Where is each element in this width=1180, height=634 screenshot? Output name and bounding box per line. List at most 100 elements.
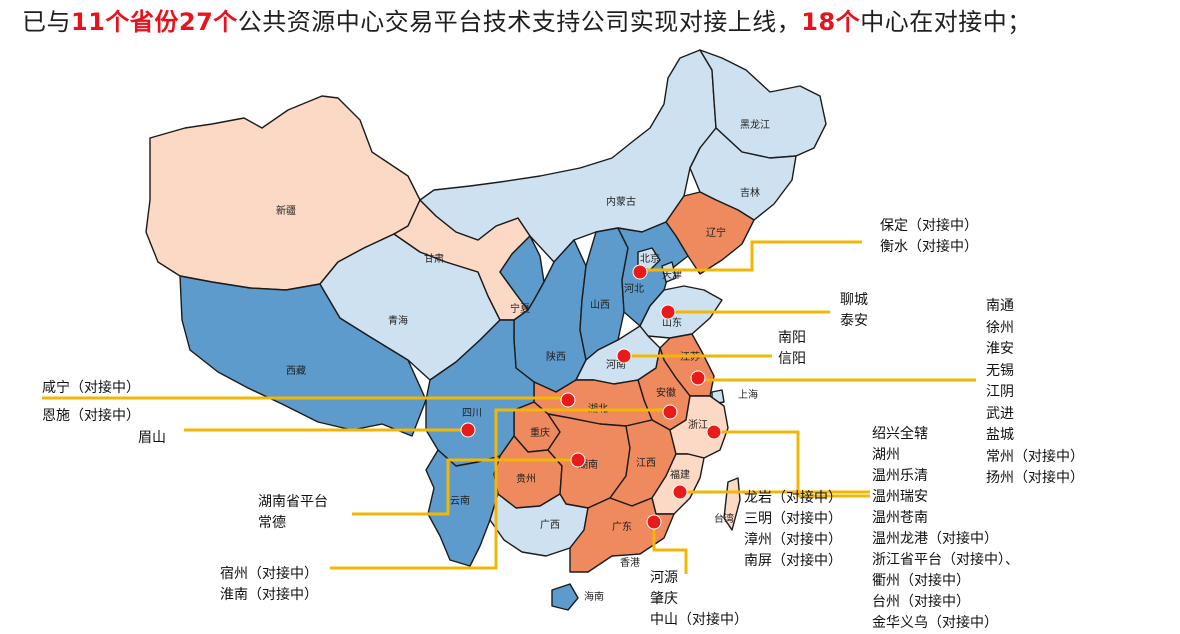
label-hainan: 海南 <box>584 590 604 603</box>
label-shaanxi: 陕西 <box>546 350 566 363</box>
annotation-item: 宿州（对接中） <box>220 566 318 582</box>
annotation-item: 湖南省平台 <box>258 494 328 510</box>
province-yunnan <box>425 449 501 567</box>
annotation-item: 肇庆 <box>650 591 678 607</box>
annotation-item: 南阳 <box>778 330 806 346</box>
annotation-fujian: 龙岩（对接中） 三明（对接中） 漳州（对接中） 南屏（对接中） <box>744 488 842 572</box>
annotation-item: 盐城 <box>986 427 1014 443</box>
annotation-hebei: 保定（对接中） 衡水（对接中） <box>880 216 978 258</box>
annotation-item: 保定（对接中） <box>880 218 978 234</box>
annotation-item: 衡水（对接中） <box>880 239 978 255</box>
annotation-item: 三明（对接中） <box>744 511 842 527</box>
annotation-item: 龙岩（对接中） <box>744 490 842 506</box>
label-heilongjiang: 黑龙江 <box>740 118 770 131</box>
leader-guangdong <box>652 524 688 574</box>
annotation-item: 温州苍南 <box>872 510 928 526</box>
annotation-item: 淮南（对接中） <box>220 587 318 603</box>
annotation-item: 台州（对接中） <box>872 594 970 610</box>
annotation-item: 绍兴全辖 <box>872 426 928 442</box>
label-jilin: 吉林 <box>740 186 760 199</box>
annotation-item: 温州乐清 <box>872 468 928 484</box>
marker-hubei <box>560 392 576 408</box>
province-heilongjiang <box>699 49 827 159</box>
headline-prefix: 已与 <box>22 8 71 36</box>
leader-hunan <box>352 458 578 516</box>
label-hongkong: 香港 <box>620 557 640 569</box>
annotation-item: 徐州 <box>986 319 1014 336</box>
label-guangxi: 广西 <box>540 519 560 531</box>
headline-highlight-centers: 18个 <box>801 8 861 36</box>
headline-suffix: 中心在对接中； <box>860 8 1032 36</box>
province-guangdong <box>569 497 675 573</box>
label-fujian: 福建 <box>670 468 690 481</box>
annotation-item: 眉山 <box>138 430 166 446</box>
annotation-item: 武进 <box>986 405 1014 422</box>
label-shanxi: 山西 <box>590 299 610 311</box>
annotation-henan: 南阳 信阳 <box>778 328 806 370</box>
label-zhejiang: 浙江 <box>688 419 708 431</box>
marker-jiangsu <box>690 370 706 386</box>
annotation-item: 恩施（对接中） <box>42 408 140 424</box>
label-beijing: 北京 <box>640 252 660 265</box>
headline-middle: 公共资源中心交易平台技术支持公司实现对接上线， <box>237 8 802 36</box>
province-tianjin <box>661 261 677 283</box>
label-shanghai: 上海 <box>738 388 758 401</box>
marker-fujian <box>672 484 688 500</box>
annotation-jiangsu: 南通 徐州 淮安 无锡 江阴 武进 盐城 常州（对接中） 扬州（对接中） <box>986 296 1084 490</box>
annotation-item: 温州瑞安 <box>872 489 928 505</box>
annotation-item: 信阳 <box>778 351 806 367</box>
label-tianjin: 天津 <box>662 269 682 281</box>
annotation-item: 南屏（对接中） <box>744 553 842 569</box>
annotation-item: 常德 <box>258 515 286 531</box>
label-xinjiang: 新疆 <box>276 204 296 217</box>
annotation-item: 泰安 <box>840 313 868 329</box>
province-hainan <box>551 583 579 611</box>
label-jiangxi: 江西 <box>636 457 656 469</box>
marker-anhui <box>662 404 678 420</box>
label-hebei: 河北 <box>624 283 644 295</box>
annotation-sichuan: 眉山 <box>138 428 166 449</box>
label-sichuan: 四川 <box>462 408 482 419</box>
annotation-item: 咸宁（对接中） <box>42 380 140 396</box>
annotation-item: 聊城 <box>840 292 868 308</box>
annotation-hubei: 咸宁（对接中） 恩施（对接中） <box>42 374 140 430</box>
province-fujian <box>651 453 705 515</box>
marker-hebei <box>632 264 648 280</box>
label-guangdong: 广东 <box>612 520 632 533</box>
label-neimenggu: 内蒙古 <box>606 195 636 208</box>
annotation-item: 南通 <box>986 298 1014 314</box>
marker-henan <box>616 348 632 364</box>
province-zhejiang <box>669 395 729 459</box>
label-guizhou: 贵州 <box>516 472 536 485</box>
annotation-shandong: 聊城 泰安 <box>840 290 868 332</box>
annotation-item: 扬州（对接中） <box>986 470 1084 486</box>
annotation-item: 常州（对接中） <box>986 448 1084 465</box>
leader-anhui <box>330 408 670 570</box>
annotation-item: 漳州（对接中） <box>744 532 842 548</box>
marker-shandong <box>660 304 676 320</box>
marker-hunan <box>570 452 586 468</box>
province-beijing <box>637 247 661 271</box>
annotation-item: 无锡 <box>986 362 1014 379</box>
label-yunnan: 云南 <box>450 494 470 507</box>
marker-sichuan <box>460 422 476 438</box>
annotation-item: 淮安 <box>986 341 1014 357</box>
marker-zhejiang <box>706 424 722 440</box>
annotation-hunan: 湖南省平台 常德 <box>258 492 328 534</box>
annotation-item: 金华义乌（对接中） <box>872 615 998 631</box>
annotation-zhejiang: 绍兴全辖 湖州 温州乐清 温州瑞安 温州苍南 温州龙港（对接中） 浙江省平台（对… <box>872 424 1019 634</box>
annotation-item: 湖州 <box>872 447 900 463</box>
province-shanxi <box>579 227 629 361</box>
label-gansu: 甘肃 <box>424 252 444 265</box>
annotation-guangdong: 河源 肇庆 中山（对接中） <box>650 568 748 631</box>
annotation-item: 江阴 <box>986 384 1014 400</box>
annotation-item: 浙江省平台（对接中）、 <box>872 552 1019 568</box>
province-xizang <box>179 275 427 437</box>
headline: 已与11个省份27个公共资源中心交易平台技术支持公司实现对接上线，18个中心在对… <box>22 2 1032 37</box>
annotation-item: 河源 <box>650 570 678 586</box>
label-xizang: 西藏 <box>286 365 306 377</box>
annotation-item: 温州龙港（对接中） <box>872 531 998 547</box>
annotation-item: 中山（对接中） <box>650 612 748 628</box>
label-anhui: 安徽 <box>656 386 676 399</box>
annotation-item: 衢州（对接中） <box>872 573 970 589</box>
